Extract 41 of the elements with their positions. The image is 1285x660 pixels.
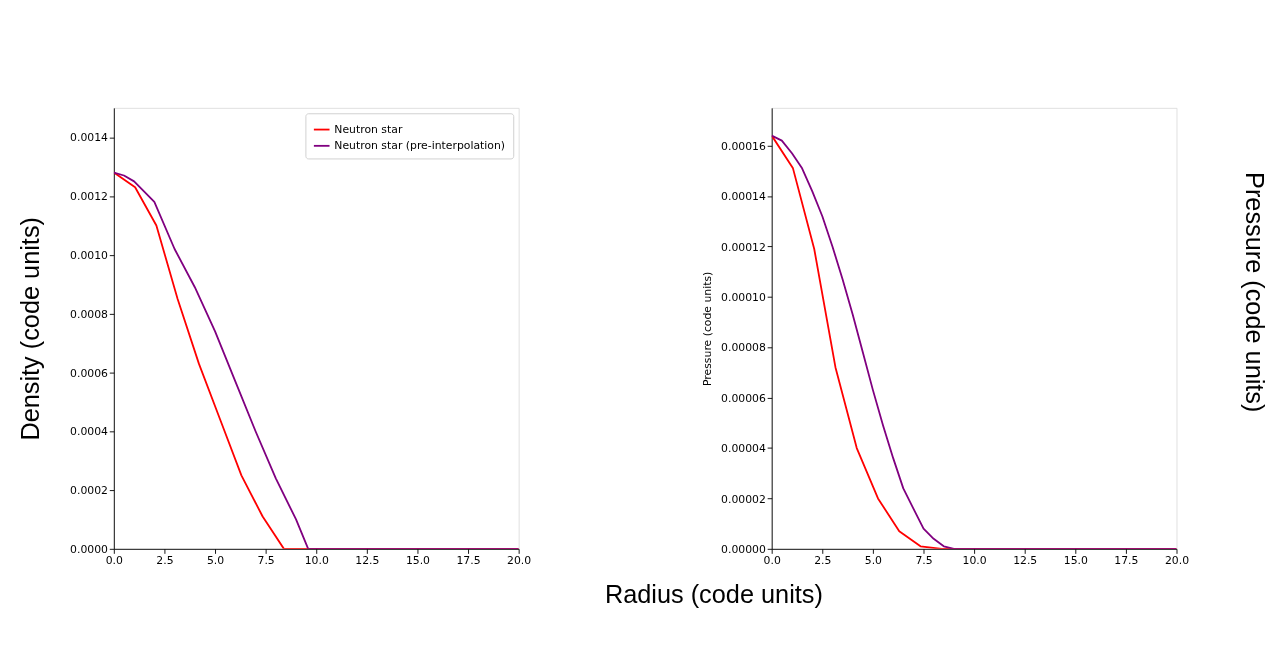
x-tick-label: 15.0 xyxy=(1063,553,1088,567)
y-tick-label: 0.00000 xyxy=(721,542,766,556)
y-axis-title: Pressure (code units) xyxy=(701,271,715,386)
y-tick-label: 0.00014 xyxy=(721,190,766,204)
text: Pressure (code units) xyxy=(1241,172,1270,413)
x-tick-label: 7.5 xyxy=(257,553,275,567)
y-tick-label: 0.0014 xyxy=(70,131,109,145)
y-tick-label: 0.0002 xyxy=(70,484,108,498)
y-tick-label: 0.0006 xyxy=(70,366,109,380)
y-tick-label: 0.00002 xyxy=(721,492,766,506)
x-tick-label: 0.0 xyxy=(763,553,781,567)
x-tick-label: 12.5 xyxy=(355,553,380,567)
x-tick-label: 7.5 xyxy=(915,553,933,567)
x-tick-label: 17.5 xyxy=(456,553,481,567)
x-tick-label: 20.0 xyxy=(1164,553,1190,567)
y-tick-label: 0.00006 xyxy=(721,391,766,405)
x-tick-label: 0.0 xyxy=(105,553,124,567)
x-tick-label: 5.0 xyxy=(864,553,883,567)
y-tick-label: 0.00010 xyxy=(721,290,766,304)
y-tick-label: 0.0010 xyxy=(70,248,109,262)
x-tick-label: 2.5 xyxy=(814,553,832,567)
x-tick-label: 20.0 xyxy=(507,553,532,567)
legend-label: Neutron star xyxy=(334,123,403,137)
x-tick-label: 5.0 xyxy=(206,553,225,567)
y-tick-label: 0.0008 xyxy=(70,307,109,321)
y-axis-title: Density (code units) xyxy=(16,217,45,441)
text: Radius (code units) xyxy=(604,580,823,609)
y-tick-label: 0.00004 xyxy=(721,442,766,456)
y-tick-label: 0.0012 xyxy=(70,190,108,204)
y-tick-label: 0.00008 xyxy=(721,341,766,355)
y-tick-label: 0.00012 xyxy=(721,240,766,254)
y-tick-label: 0.0004 xyxy=(70,425,109,439)
x-tick-label: 12.5 xyxy=(1013,553,1038,567)
x-tick-label: 17.5 xyxy=(1114,553,1139,567)
x-tick-label: 10.0 xyxy=(962,553,987,567)
x-tick-label: 15.0 xyxy=(405,553,431,567)
y-tick-label: 0.0000 xyxy=(70,542,109,556)
y-tick-label: 0.00016 xyxy=(721,139,766,153)
x-tick-label: 2.5 xyxy=(156,553,174,567)
x-tick-label: 10.0 xyxy=(304,553,329,567)
legend-label: Neutron star (pre-interpolation) xyxy=(334,139,506,153)
